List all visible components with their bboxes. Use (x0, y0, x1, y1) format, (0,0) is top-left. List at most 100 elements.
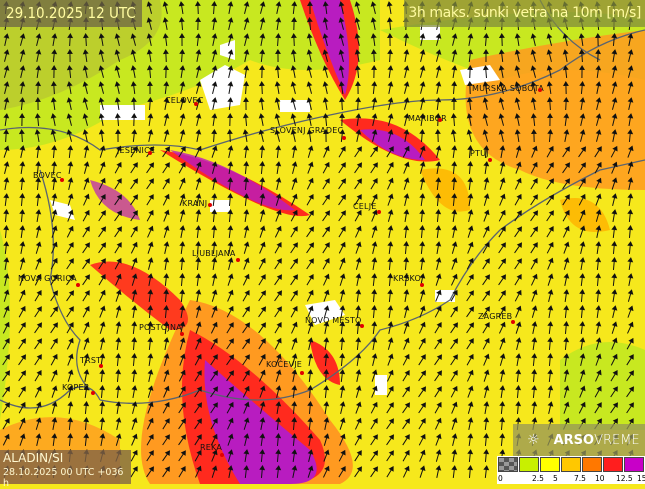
wind-arrow (130, 241, 138, 254)
wind-arrow (514, 81, 521, 94)
wind-arrow (595, 129, 602, 142)
wind-arrow (451, 161, 458, 175)
wind-arrow (626, 402, 634, 414)
city-marker (360, 324, 364, 328)
wind-arrow (546, 241, 554, 254)
wind-arrow (211, 225, 218, 239)
wind-arrow (514, 193, 522, 206)
wind-arrow (499, 401, 506, 415)
wind-arrow (35, 401, 42, 414)
wind-arrow (195, 129, 202, 142)
wind-arrow (483, 193, 490, 206)
wind-arrow (547, 113, 553, 127)
wind-arrow (498, 209, 506, 222)
wind-arrow (626, 386, 634, 398)
wind-arrow (178, 161, 186, 174)
wind-arrow (130, 162, 138, 174)
wind-arrow (387, 33, 393, 47)
wind-arrow (131, 337, 138, 351)
wind-arrow (530, 65, 537, 78)
wind-arrow (179, 209, 186, 222)
wind-arrow (195, 177, 202, 190)
wind-arrow (339, 273, 346, 286)
wind-arrow (275, 17, 282, 31)
wind-arrow (451, 241, 458, 254)
wind-arrow (466, 81, 473, 95)
wind-arrow (370, 466, 378, 478)
wind-arrow (195, 193, 202, 206)
wind-arrow (387, 81, 394, 94)
wind-arrow (163, 353, 170, 366)
wind-arrow (3, 225, 10, 239)
wind-arrow (498, 226, 506, 238)
wind-arrow (595, 49, 602, 63)
wind-arrow (594, 402, 602, 414)
wind-arrow (114, 65, 121, 78)
wind-arrow (467, 449, 474, 463)
wind-arrow (370, 418, 378, 430)
wind-arrow (35, 49, 42, 62)
wind-arrow (98, 113, 105, 126)
wind-arrow (19, 209, 26, 223)
wind-arrow (403, 289, 410, 302)
wind-arrow (114, 226, 122, 238)
wind-arrow (306, 210, 314, 222)
wind-arrow (35, 225, 42, 238)
arso-logo[interactable]: ☼ ARSOVREME (513, 424, 645, 456)
legend-swatch (519, 457, 539, 472)
wind-arrow (451, 465, 458, 479)
wind-arrow (467, 145, 474, 159)
wind-arrow (322, 49, 329, 62)
wind-arrow (307, 369, 314, 383)
wind-arrow (3, 49, 10, 62)
wind-arrow (227, 161, 234, 175)
wind-arrow (99, 401, 106, 415)
wind-arrow (114, 33, 121, 46)
wind-arrow (514, 129, 521, 143)
wind-arrow (579, 289, 586, 303)
wind-arrow (483, 417, 490, 431)
wind-arrow (19, 145, 26, 158)
wind-arrow (450, 385, 458, 398)
wind-arrow (35, 177, 42, 191)
wind-arrow (323, 433, 330, 446)
wind-arrow (466, 97, 473, 111)
wind-arrow (482, 337, 490, 350)
wind-arrow (147, 369, 154, 382)
wind-arrow (627, 193, 634, 207)
wind-arrow (291, 145, 298, 158)
wind-arrow (66, 113, 73, 126)
wind-arrow (563, 273, 570, 286)
wind-arrow (307, 401, 314, 415)
wind-arrow (435, 465, 442, 478)
wind-arrow (243, 161, 250, 175)
wind-arrow (595, 193, 602, 206)
wind-arrow (483, 145, 490, 159)
wind-arrow (498, 65, 505, 78)
wind-arrow (547, 321, 554, 335)
wind-arrow (419, 129, 426, 143)
wind-arrow (387, 65, 394, 79)
wind-arrow (259, 241, 266, 254)
wind-arrow (67, 417, 74, 431)
valid-time: 29.10.2025 12 UTC (0, 0, 142, 27)
wind-arrow (627, 289, 634, 302)
wind-arrow (531, 321, 538, 334)
wind-arrow (179, 81, 186, 94)
wind-arrow (2, 321, 10, 334)
wind-arrow (370, 146, 378, 158)
wind-arrow (435, 145, 442, 158)
wind-arrow (611, 225, 618, 239)
wind-arrow (451, 97, 457, 111)
wind-arrow (243, 145, 250, 159)
wind-arrow (339, 321, 346, 335)
wind-arrow (3, 113, 10, 127)
wind-arrow (146, 1, 153, 14)
wind-arrow (498, 49, 505, 63)
wind-arrow (386, 146, 394, 158)
wind-arrow (226, 338, 234, 350)
wind-arrow (386, 418, 394, 430)
wind-arrow (371, 97, 378, 110)
wind-arrow (163, 369, 170, 382)
wind-arrow (290, 129, 297, 142)
